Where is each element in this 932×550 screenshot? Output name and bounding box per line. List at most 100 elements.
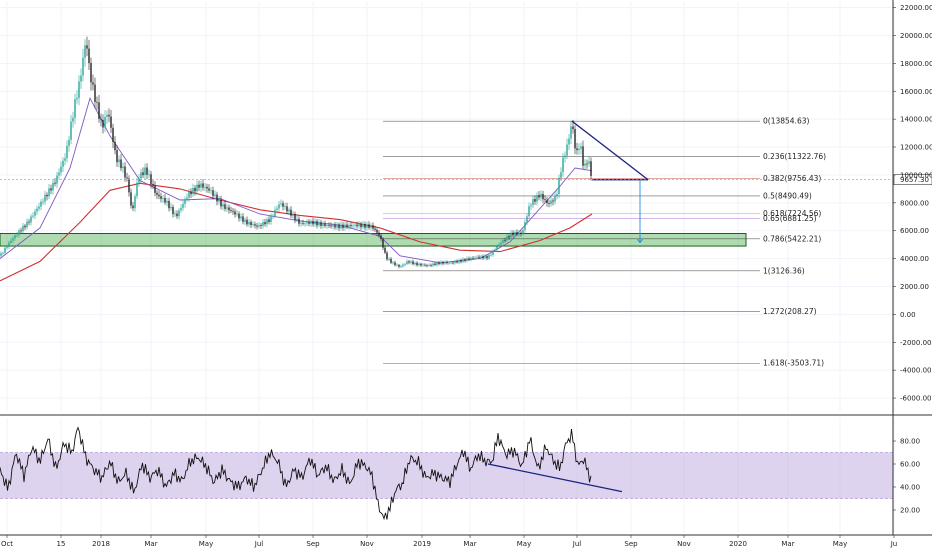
candle-body xyxy=(552,200,554,202)
candle-body xyxy=(18,230,20,235)
y-tick-label: 22000.00 xyxy=(900,4,932,12)
candle-body xyxy=(280,203,282,205)
candle-body xyxy=(170,206,172,209)
candle-body xyxy=(128,178,130,193)
candle-body xyxy=(212,190,214,196)
candle-body xyxy=(184,199,186,204)
y-tick-label: -2000.00 xyxy=(900,339,931,347)
candle-body xyxy=(548,203,550,204)
candle-body xyxy=(310,221,312,224)
candle-body xyxy=(360,224,362,228)
candle-body xyxy=(28,221,30,223)
candle-body xyxy=(514,232,516,236)
candle-body xyxy=(330,225,332,227)
candle-body xyxy=(578,148,580,151)
rsi-tick-label: 80.00 xyxy=(900,438,920,446)
candle-body xyxy=(182,203,184,208)
candle-body xyxy=(106,114,108,118)
x-tick-label: Sep xyxy=(624,540,638,548)
candle-body xyxy=(268,219,270,222)
price-layer xyxy=(0,36,592,269)
candle-body xyxy=(374,228,376,230)
candle-body xyxy=(522,229,524,234)
candle-body xyxy=(248,222,250,225)
rsi-tick-label: 60.00 xyxy=(900,461,920,469)
candle-body xyxy=(156,192,158,195)
candle-body xyxy=(80,75,82,82)
candle-body xyxy=(320,222,322,226)
candle-body xyxy=(336,224,338,228)
candle-body xyxy=(22,225,24,232)
candle-body xyxy=(356,224,358,227)
candle-body xyxy=(524,221,526,230)
candle-body xyxy=(480,256,482,258)
candle-body xyxy=(530,205,532,207)
support-zone xyxy=(0,232,747,247)
candle-body xyxy=(448,262,450,264)
y-tick-label: 18000.00 xyxy=(900,60,932,68)
candle-body xyxy=(54,182,56,184)
candle-body xyxy=(314,221,316,225)
candle-body xyxy=(420,263,422,266)
candle-body xyxy=(328,225,330,226)
y-tick-label: 16000.00 xyxy=(900,88,932,96)
candle-body xyxy=(300,222,302,224)
x-tick-label: May xyxy=(199,540,213,548)
candle-body xyxy=(556,194,558,197)
candle-body xyxy=(94,84,96,102)
x-tick-label: Mar xyxy=(463,540,476,548)
candle-body xyxy=(72,117,74,122)
candle-body xyxy=(432,263,434,266)
candle-body xyxy=(458,260,460,263)
rsi-tick-label: 40.00 xyxy=(900,484,920,492)
candle-body xyxy=(572,126,574,130)
candle-body xyxy=(482,256,484,259)
candle-body xyxy=(190,191,192,195)
candle-body xyxy=(566,144,568,156)
candle-body xyxy=(204,186,206,188)
candle-body xyxy=(112,127,114,142)
fib-label: 1.618(-3503.71) xyxy=(763,359,824,368)
rsi-tick-label: 20.00 xyxy=(900,507,920,515)
candle-body xyxy=(584,163,586,166)
candle-body xyxy=(538,195,540,198)
candle-body xyxy=(86,45,88,49)
candle-body xyxy=(534,199,536,202)
candle-body xyxy=(416,262,418,266)
candle-body xyxy=(306,222,308,224)
candle-body xyxy=(58,172,60,176)
candle-body xyxy=(44,194,46,202)
y-tick-label: 0.00 xyxy=(900,311,916,319)
candle-body xyxy=(426,265,428,267)
candle-body xyxy=(140,172,142,179)
candle-body xyxy=(36,208,38,212)
candle-body xyxy=(244,219,246,222)
x-tick-label: Ju xyxy=(890,540,898,548)
candle-body xyxy=(50,188,52,191)
candle-body xyxy=(344,224,346,228)
fib-label: 0.786(5422.21) xyxy=(763,234,821,243)
candle-body xyxy=(42,201,44,203)
candle-body xyxy=(194,187,196,192)
candle-body xyxy=(220,199,222,207)
candle-body xyxy=(554,196,556,202)
candle-body xyxy=(88,48,90,64)
candle-body xyxy=(498,244,500,247)
candle-body xyxy=(338,224,340,229)
candle-body xyxy=(60,166,62,173)
candle-body xyxy=(476,256,478,258)
candle-body xyxy=(526,216,528,222)
candle-body xyxy=(232,210,234,212)
candle-body xyxy=(542,193,544,200)
candle-body xyxy=(322,223,324,226)
candle-body xyxy=(302,222,304,224)
candle-body xyxy=(368,224,370,228)
candle-body xyxy=(4,247,6,253)
candle-body xyxy=(324,223,326,226)
candle-body xyxy=(494,249,496,251)
candle-body xyxy=(266,219,268,225)
candle-body xyxy=(264,222,266,225)
fib-layer: 0(13854.63) 0.236(11322.76) 0.382(9756.43)… xyxy=(383,117,826,368)
x-tick-label: Sep xyxy=(306,540,320,548)
